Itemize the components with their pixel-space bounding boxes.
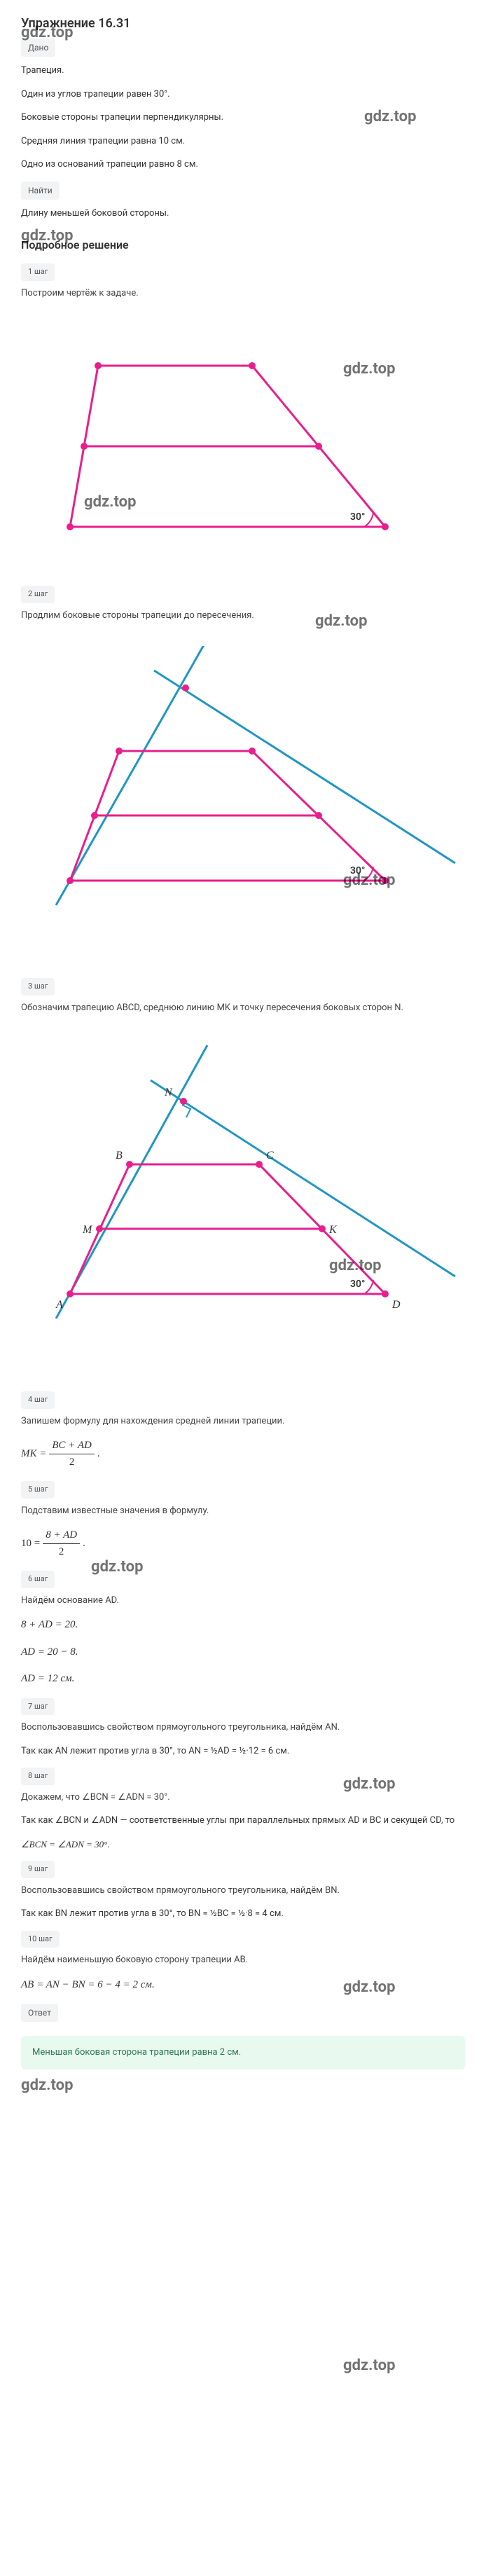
step-tag: 3 шаг [21, 978, 55, 996]
given-line: Трапеция. [21, 64, 465, 78]
angle-label: 30° [350, 511, 365, 523]
angle-label: 30° [350, 865, 365, 876]
step-text: Обозначим трапецию ABCD, среднюю линию M… [21, 1001, 465, 1015]
formula-10: 10 = 8 + AD 2 . [21, 1527, 465, 1559]
formula-den: 2 [56, 1544, 67, 1560]
step-tag: 6 шаг [21, 1571, 55, 1588]
given-line: Одно из оснований трапеции равно 8 см. [21, 158, 465, 172]
page-title: Упражнение 16.31 [21, 14, 465, 33]
find-text: Длину меньшей боковой стороны. [21, 207, 465, 221]
given-line: Боковые стороны трапеции перпендикулярны… [21, 111, 465, 125]
step-tag: 8 шаг [21, 1768, 55, 1785]
find-tag: Найти [21, 181, 60, 200]
step8-line: ∠BCN = ∠ADN = 30°. [21, 1838, 465, 1852]
given-tag: Дано [21, 39, 55, 57]
step-tag: 7 шаг [21, 1698, 55, 1716]
step-tag: 2 шаг [21, 586, 55, 603]
step8-line: Так как ∠BCN и ∠ADN — соответственные уг… [21, 1814, 465, 1828]
diagram-3: A D B C M K N 30° [21, 1024, 465, 1375]
diagram-2: 30° [21, 632, 465, 961]
step-tag: 10 шаг [21, 1931, 60, 1948]
label-c: C [266, 1150, 274, 1162]
label-k: K [328, 1224, 338, 1236]
step9-line: Так как BN лежит против угла в 30°, то B… [21, 1907, 465, 1921]
formula-lhs: 10 = [21, 1536, 40, 1552]
formula-num: BC + AD [49, 1438, 95, 1454]
step-text: Построим чертёж к задаче. [21, 287, 465, 301]
step-tag: 5 шаг [21, 1481, 55, 1499]
solution-title: Подробное решение [21, 237, 465, 254]
watermark: gdz.top [343, 2354, 395, 2377]
given-line: Средняя линия трапеции равна 10 см. [21, 135, 465, 149]
label-n: N [164, 1087, 173, 1098]
calc-line: 8 + AD = 20. [21, 1617, 465, 1633]
formula-lhs: MK = [21, 1446, 46, 1462]
step-text: Найдём наименьшую боковую сторону трапец… [21, 1953, 465, 1967]
angle-label: 30° [350, 1279, 365, 1290]
formula-num: 8 + AD [43, 1527, 80, 1544]
step-text: Воспользовавшись свойством прямоугольног… [21, 1721, 465, 1735]
step10-line: AB = AN − BN = 6 − 4 = 2 см. [21, 1977, 465, 1993]
formula-den: 2 [67, 1454, 78, 1470]
answer-box: Меньшая боковая сторона трапеции равна 2… [21, 2036, 465, 2069]
step-text: Докажем, что ∠BCN = ∠ADN = 30°. [21, 1791, 465, 1805]
step-tag: 9 шаг [21, 1861, 55, 1878]
diagram-1: 30° [21, 310, 465, 569]
label-m: M [82, 1224, 93, 1236]
calc-line: AD = 20 − 8. [21, 1644, 465, 1660]
label-d: D [391, 1299, 401, 1311]
formula-suffix: . [83, 1536, 85, 1552]
answer-tag: Ответ [21, 2004, 58, 2022]
label-a: A [55, 1299, 63, 1311]
formula-mk: MK = BC + AD 2 . [21, 1438, 465, 1470]
step-text: Воспользовавшись свойством прямоугольног… [21, 1884, 465, 1898]
step-tag: 4 шаг [21, 1391, 55, 1409]
given-line: Один из углов трапеции равен 30°. [21, 88, 465, 102]
formula-suffix: . [97, 1446, 100, 1462]
step-text: Подставим известные значения в формулу. [21, 1504, 465, 1518]
label-b: B [116, 1150, 123, 1162]
step7-line: Так как AN лежит против угла в 30°, то A… [21, 1744, 465, 1758]
step-text: Продлим боковые стороны трапеции до пере… [21, 609, 465, 623]
step-text: Запишем формулу для нахождения средней л… [21, 1414, 465, 1428]
step-tag: 1 шаг [21, 263, 55, 281]
calc-line: AD = 12 см. [21, 1671, 465, 1687]
step-text: Найдём основание AD. [21, 1594, 465, 1608]
